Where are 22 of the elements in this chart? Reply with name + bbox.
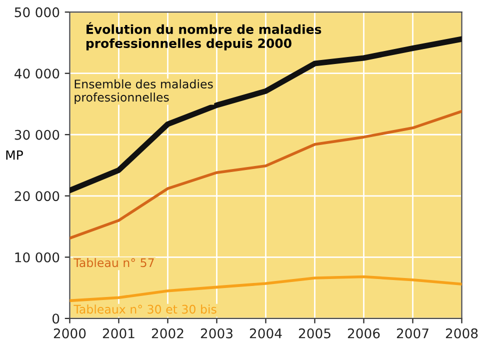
x-tick-label: 2006 bbox=[348, 328, 380, 338]
line-series bbox=[70, 110, 462, 240]
x-tick-label: 2008 bbox=[446, 328, 478, 338]
y-tick-label: 20 000 bbox=[14, 191, 60, 202]
y-tick-label: 40 000 bbox=[14, 68, 60, 79]
x-tick-label: 2004 bbox=[250, 328, 282, 338]
y-tick-label: 0 bbox=[52, 314, 60, 324]
series-label: Tableaux n° 30 et 30 bis bbox=[74, 304, 216, 314]
text: Évolution du nombre de maladies professionnelles depuis 2000 bbox=[86, 22, 322, 50]
x-tick-label: 2002 bbox=[152, 328, 184, 338]
x-tick-label: 2003 bbox=[200, 328, 232, 338]
x-tick-label: 2007 bbox=[396, 328, 428, 338]
series-label: Ensemble des maladies professionnelles bbox=[74, 79, 213, 104]
y-tick-label: 30 000 bbox=[14, 130, 60, 140]
x-tick-label: 2005 bbox=[298, 328, 330, 338]
y-tick-label: 10 000 bbox=[15, 252, 60, 262]
line-series bbox=[70, 275, 462, 302]
y-tick-label: 50 000 bbox=[14, 7, 60, 18]
x-tick-label: 2000 bbox=[54, 328, 86, 338]
x-tick-label: 2001 bbox=[102, 328, 134, 338]
y-axis-title: MP bbox=[6, 150, 23, 160]
series-label: Tableau n° 57 bbox=[74, 258, 154, 268]
